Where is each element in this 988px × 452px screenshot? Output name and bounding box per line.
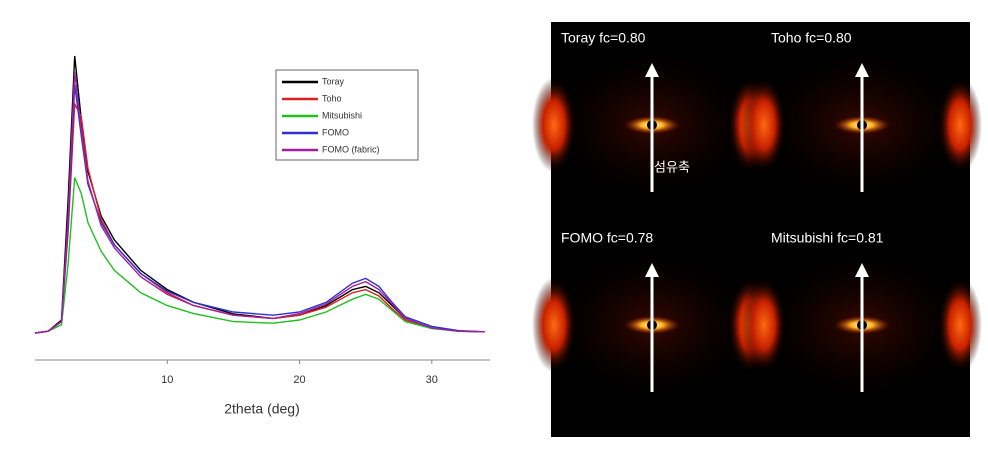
legend-label: Toray [322,76,345,86]
arrow-head [645,63,659,77]
legend-label: Mitsubishi [322,110,362,120]
x-tick-label: 30 [426,374,438,386]
diffraction-arc [532,277,576,373]
pattern-label: Toray fc=0.80 [561,30,646,46]
pattern-label: Toho fc=0.80 [771,30,852,46]
diffraction-arc [532,77,576,173]
legend-label: FOMO [322,127,349,137]
arrow-head [855,263,869,277]
data-line [34,177,485,334]
x-tick-label: 20 [293,374,305,386]
legend-label: Toho [322,93,342,103]
diffraction-arc [938,277,982,373]
data-line [34,55,485,334]
data-line [34,71,485,334]
diffraction-arc [938,77,982,173]
arrow-head [855,63,869,77]
diffraction-arc [742,277,786,373]
x-axis-label: 2theta (deg) [224,401,300,417]
legend-label: FOMO (fabric) [322,144,380,154]
pattern-label: FOMO fc=0.78 [561,230,653,246]
fiber-axis-label: 섬유축 [654,159,690,174]
x-tick-label: 10 [161,374,173,386]
arrow-head [645,263,659,277]
pattern-label: Mitsubishi fc=0.81 [771,230,884,246]
diffraction-arc [742,77,786,173]
